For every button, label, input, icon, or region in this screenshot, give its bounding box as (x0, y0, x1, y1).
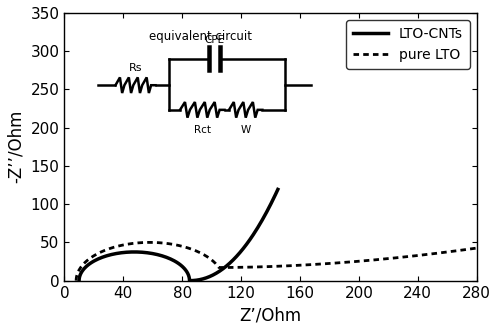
LTO-CNTs (226, 262, 232, 266)
LTO-CNTs (76, 279, 82, 283)
pure LTO (147, 240, 153, 244)
LTO-CNTs (84, 264, 90, 268)
LTO-CNTs (187, 279, 193, 283)
pure LTO (263, 265, 269, 269)
pure LTO (179, 244, 185, 248)
LTO-CNTs (82, 265, 88, 269)
pure LTO (73, 279, 79, 283)
Line: pure LTO: pure LTO (76, 242, 477, 281)
X-axis label: Z’/Ohm: Z’/Ohm (240, 306, 302, 324)
pure LTO (336, 261, 342, 265)
pure LTO (76, 269, 82, 273)
LTO-CNTs (275, 187, 281, 191)
Y-axis label: -Z’’/Ohm: -Z’’/Ohm (7, 110, 25, 183)
LTO-CNTs (102, 254, 108, 258)
pure LTO (374, 258, 380, 261)
LTO-CNTs (134, 250, 140, 254)
pure LTO (183, 245, 189, 249)
Legend: LTO-CNTs, pure LTO: LTO-CNTs, pure LTO (346, 20, 470, 69)
Line: LTO-CNTs: LTO-CNTs (79, 189, 278, 281)
pure LTO (474, 246, 480, 250)
LTO-CNTs (175, 261, 181, 265)
